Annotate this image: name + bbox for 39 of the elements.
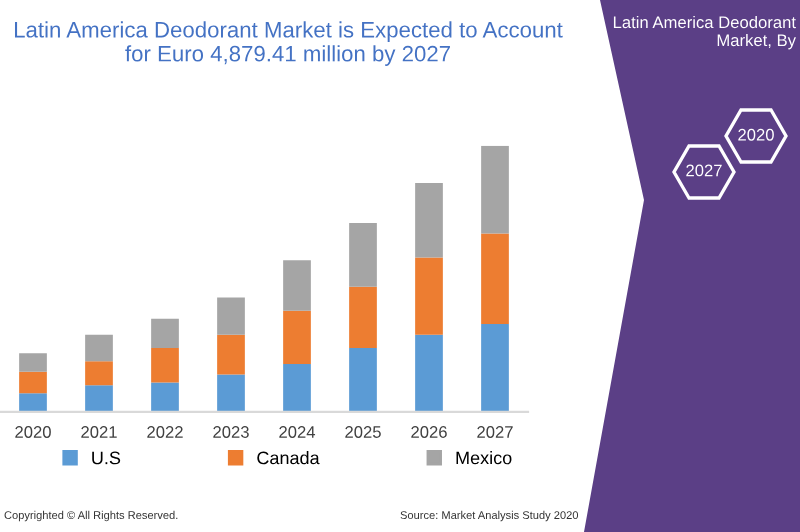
bar bbox=[415, 257, 443, 335]
chart-title: Latin America Deodorant Market is Expected to Account for Euro 4,879.41 million by 2027 bbox=[15, 21, 563, 66]
bar bbox=[481, 233, 509, 324]
legend-label: Mexico bbox=[456, 451, 512, 465]
bar bbox=[151, 382, 179, 412]
bar bbox=[349, 286, 377, 348]
text: 2020 bbox=[738, 128, 774, 141]
legend-label: U.S bbox=[92, 451, 121, 465]
bar bbox=[85, 334, 113, 362]
bar bbox=[85, 361, 113, 386]
bar bbox=[19, 393, 47, 412]
text: 2027 bbox=[686, 164, 722, 177]
text: Latin America Deodorant Market, By bbox=[613, 15, 796, 50]
bar bbox=[217, 334, 245, 375]
bar bbox=[415, 183, 443, 258]
bar bbox=[217, 297, 245, 335]
bar bbox=[19, 371, 47, 394]
x-tick-label: 2026 bbox=[411, 426, 447, 438]
x-tick-label: 2024 bbox=[279, 426, 316, 438]
x-tick-label: 2025 bbox=[345, 426, 381, 438]
bar bbox=[85, 385, 113, 412]
bar bbox=[481, 323, 509, 412]
bar bbox=[283, 260, 311, 311]
bar bbox=[217, 374, 245, 412]
bar bbox=[415, 334, 443, 412]
bar bbox=[151, 347, 179, 383]
bar bbox=[151, 318, 179, 348]
bar bbox=[283, 310, 311, 364]
bar bbox=[481, 145, 509, 234]
x-tick-label: 2020 bbox=[15, 426, 51, 438]
bar bbox=[349, 347, 377, 412]
x-tick-label: 2023 bbox=[213, 426, 249, 438]
bar bbox=[283, 363, 311, 412]
bar bbox=[349, 222, 377, 287]
bar bbox=[19, 353, 47, 372]
x-tick-label: 2027 bbox=[477, 426, 513, 438]
x-tick-label: 2021 bbox=[81, 426, 117, 438]
x-tick-label: 2022 bbox=[147, 426, 183, 438]
legend-label: Canada bbox=[257, 451, 320, 465]
